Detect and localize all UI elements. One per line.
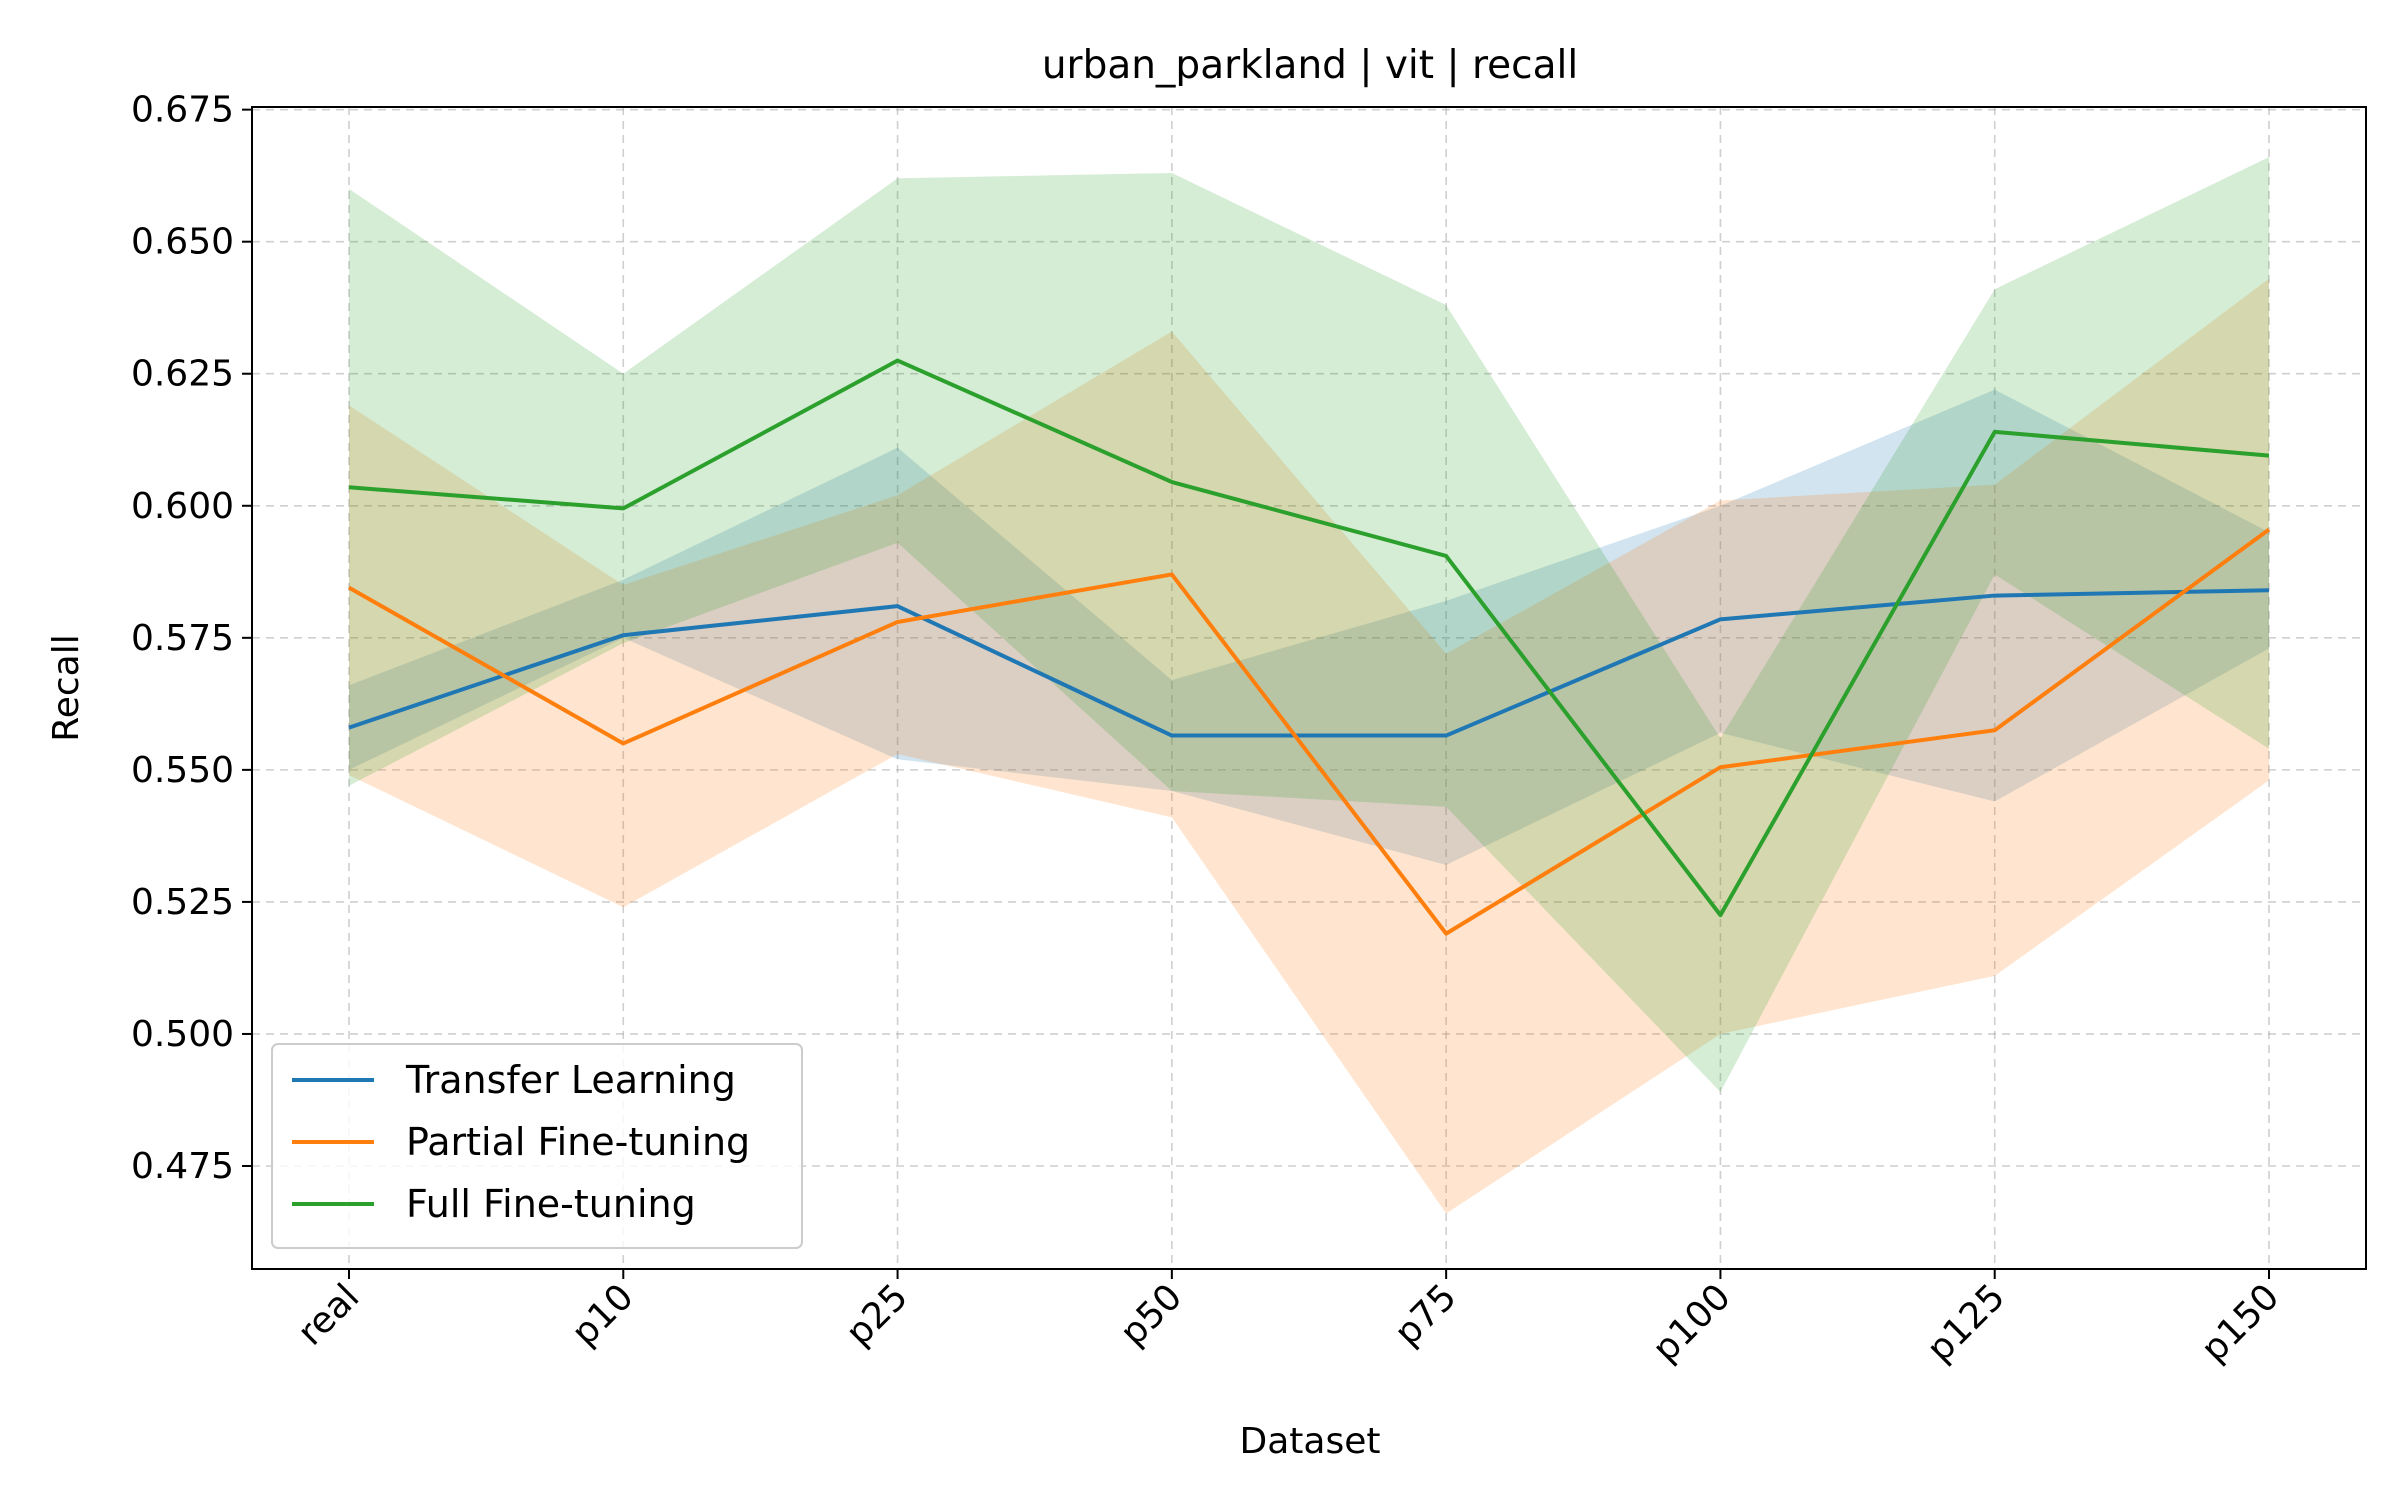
- series-line-2: [348, 358, 2270, 918]
- gridlines: [252, 107, 2366, 1269]
- confidence-band-1: [349, 278, 2269, 1214]
- legend-label: Full Fine-tuning: [406, 1182, 696, 1226]
- confidence-bands: [349, 157, 2269, 1214]
- plot-frame: [251, 106, 2367, 1270]
- confidence-band-0: [349, 389, 2269, 865]
- x-axis-label: Dataset: [1240, 1421, 1381, 1462]
- series-line-1: [348, 527, 2271, 936]
- y-tick-label: 0.550: [131, 750, 234, 791]
- y-tick-label: 0.475: [131, 1146, 234, 1187]
- y-tick-label: 0.600: [131, 486, 234, 527]
- x-tick-label: p150: [2194, 1276, 2288, 1370]
- y-tick-label: 0.650: [131, 222, 234, 263]
- y-tick-label: 0.625: [131, 354, 234, 395]
- x-tick-label: p75: [1387, 1276, 1465, 1354]
- legend-label: Transfer Learning: [405, 1058, 736, 1102]
- x-tick-label: p25: [838, 1276, 916, 1354]
- chart-title: urban_parkland | vit | recall: [1042, 43, 1578, 88]
- x-tick-label: real: [290, 1276, 367, 1353]
- y-tick-label: 0.500: [131, 1014, 234, 1055]
- y-axis-label: Recall: [46, 634, 87, 741]
- legend: Transfer Learning Partial Fine-tuning Full…: [271, 1043, 803, 1249]
- legend-box: [271, 1043, 803, 1249]
- legend-label: Partial Fine-tuning: [406, 1120, 750, 1164]
- y-tick-label: 0.525: [131, 882, 234, 923]
- series-line-0: [348, 588, 2270, 738]
- confidence-band-2: [349, 157, 2269, 1093]
- y-tick-label: 0.675: [131, 90, 234, 131]
- x-tick-label: p50: [1113, 1276, 1191, 1354]
- x-tick-label: p125: [1919, 1276, 2013, 1370]
- series-lines: [348, 358, 2271, 936]
- y-tick-label: 0.575: [131, 618, 234, 659]
- x-axis: real p10 p25 p50 p75 p100 p125 p150: [290, 1269, 2287, 1370]
- x-tick-label: p10: [564, 1276, 642, 1354]
- x-tick-label: p100: [1645, 1276, 1739, 1370]
- y-axis: 0.475 0.500 0.525 0.550 0.575 0.600 0.625 0.650…: [131, 90, 252, 1187]
